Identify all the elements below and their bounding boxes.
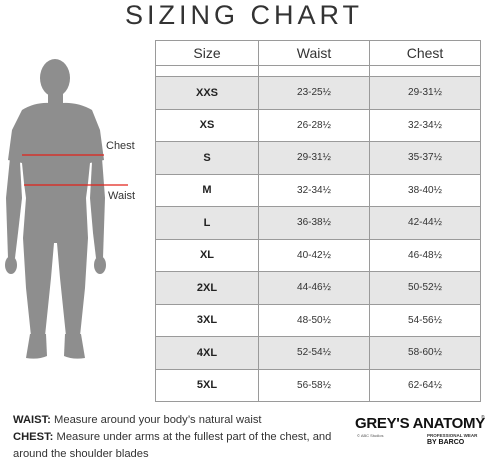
- chest-cell: 46-48½: [369, 238, 481, 272]
- header-waist: Waist: [258, 40, 370, 66]
- table-row: M 32-34½ 38-40½: [155, 173, 481, 207]
- chest-note-key: CHEST:: [13, 431, 54, 443]
- brand-tagline: PROFESSIONAL WEAR: [427, 433, 478, 438]
- size-cell: XXS: [155, 76, 259, 110]
- waist-note-text: Measure around your body’s natural waist: [50, 414, 262, 426]
- waist-cell: 40-42½: [258, 238, 370, 272]
- waist-cell: 44-46½: [258, 271, 370, 305]
- chest-note: CHEST: Measure under arms at the fullest…: [13, 429, 343, 463]
- table-row: 4XL 52-54½ 58-60½: [155, 336, 481, 370]
- body-silhouette: [5, 59, 128, 359]
- waist-note: WAIST: Measure around your body’s natura…: [13, 412, 343, 429]
- brand-registered-mark: ®: [481, 415, 485, 421]
- table-header-row: Size Waist Chest: [155, 40, 481, 66]
- chest-cell: 50-52½: [369, 271, 481, 305]
- table-row: L 36-38½ 42-44½: [155, 206, 481, 240]
- size-cell: 3XL: [155, 303, 259, 337]
- measurement-notes: WAIST: Measure around your body’s natura…: [13, 412, 343, 463]
- table-row: 2XL 44-46½ 50-52½: [155, 271, 481, 305]
- chest-label: Chest: [106, 140, 135, 152]
- waist-cell: 48-50½: [258, 303, 370, 337]
- size-cell: L: [155, 206, 259, 240]
- waist-cell: 26-28½: [258, 108, 370, 142]
- waist-note-key: WAIST:: [13, 414, 51, 426]
- waist-cell: 32-34½: [258, 173, 370, 207]
- waist-cell: 29-31½: [258, 141, 370, 175]
- size-cell: XS: [155, 108, 259, 142]
- spacer-row: [155, 65, 481, 77]
- size-cell: M: [155, 173, 259, 207]
- table-row: XL 40-42½ 46-48½: [155, 238, 481, 272]
- table-row: S 29-31½ 35-37½: [155, 141, 481, 175]
- chest-cell: 54-56½: [369, 303, 481, 337]
- brand-logo: GREY'S ANATOMY ® © ABC Studios PROFESSIO…: [355, 415, 485, 460]
- brand-studio: © ABC Studios: [357, 433, 384, 438]
- chest-cell: 58-60½: [369, 336, 481, 370]
- chest-cell: 38-40½: [369, 173, 481, 207]
- size-cell: 2XL: [155, 271, 259, 305]
- brand-name: GREY'S ANATOMY: [355, 415, 485, 432]
- brand-maker: BY BARCO: [427, 439, 465, 446]
- header-chest: Chest: [369, 40, 481, 66]
- table-row: 3XL 48-50½ 54-56½: [155, 303, 481, 337]
- chest-cell: 32-34½: [369, 108, 481, 142]
- chest-cell: 62-64½: [369, 368, 481, 402]
- size-cell: XL: [155, 238, 259, 272]
- chest-cell: 35-37½: [369, 141, 481, 175]
- size-cell: 4XL: [155, 336, 259, 370]
- table-row: XS 26-28½ 32-34½: [155, 108, 481, 142]
- size-cell: S: [155, 141, 259, 175]
- size-cell: 5XL: [155, 368, 259, 402]
- table-row: 5XL 56-58½ 62-64½: [155, 368, 481, 402]
- header-size: Size: [155, 40, 259, 66]
- chest-cell: 42-44½: [369, 206, 481, 240]
- waist-cell: 23-25½: [258, 76, 370, 110]
- sizing-table: Size Waist Chest XXS 23-25½ 29-31½ XS 26…: [155, 40, 481, 402]
- waist-cell: 56-58½: [258, 368, 370, 402]
- page-title: SIZING CHART: [124, 0, 363, 30]
- waist-cell: 52-54½: [258, 336, 370, 370]
- waist-cell: 36-38½: [258, 206, 370, 240]
- chest-note-text: Measure under arms at the fullest part o…: [13, 431, 332, 460]
- waist-label: Waist: [108, 190, 136, 202]
- chest-cell: 29-31½: [369, 76, 481, 110]
- table-row: XXS 23-25½ 29-31½: [155, 76, 481, 110]
